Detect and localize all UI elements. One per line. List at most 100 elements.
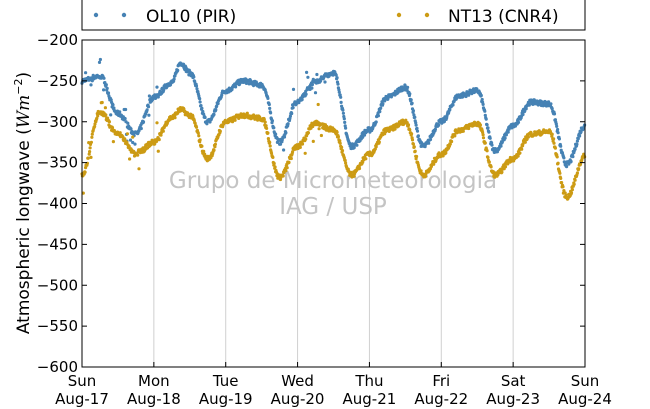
- data-point: [412, 145, 416, 149]
- data-point: [571, 155, 575, 159]
- data-point: [112, 106, 116, 110]
- data-point: [521, 112, 525, 117]
- data-point: [499, 144, 503, 148]
- data-point: [93, 125, 97, 129]
- data-point: [562, 156, 566, 160]
- data-point: [291, 87, 296, 91]
- data-point: [291, 106, 295, 110]
- data-point: [415, 129, 420, 133]
- data-point: [131, 135, 135, 139]
- data-point: [155, 85, 159, 89]
- data-point: [270, 119, 274, 123]
- data-point: [195, 87, 199, 91]
- x-tick-label-day: Sun: [571, 372, 600, 390]
- data-point: [159, 133, 163, 137]
- data-point: [559, 176, 563, 180]
- legend-box: [81, 0, 586, 31]
- data-point: [481, 102, 485, 106]
- data-point: [488, 136, 492, 140]
- data-point: [410, 101, 414, 105]
- data-point: [500, 140, 504, 144]
- data-point: [437, 123, 441, 127]
- data-point: [483, 141, 487, 145]
- data-point: [554, 122, 558, 126]
- data-point: [213, 145, 217, 149]
- data-point: [413, 115, 417, 119]
- data-point: [468, 88, 472, 92]
- data-point: [316, 102, 320, 107]
- data-point: [340, 145, 344, 149]
- data-point: [131, 140, 135, 145]
- data-point: [555, 155, 559, 159]
- data-point: [89, 140, 93, 144]
- data-point: [341, 108, 345, 112]
- data-point: [118, 110, 122, 114]
- data-point: [84, 71, 88, 75]
- data-point: [147, 113, 151, 117]
- data-point: [550, 107, 554, 111]
- data-point: [198, 100, 202, 104]
- data-point: [335, 76, 339, 80]
- data-point: [247, 82, 251, 86]
- data-point: [526, 135, 531, 139]
- data-point: [504, 133, 508, 137]
- data-point: [575, 171, 580, 175]
- data-point: [516, 120, 521, 124]
- data-point: [404, 118, 408, 122]
- data-point: [273, 165, 277, 169]
- data-point: [577, 167, 581, 171]
- data-point: [88, 150, 92, 154]
- data-point: [245, 111, 249, 115]
- data-point: [161, 129, 165, 133]
- data-point: [575, 142, 579, 146]
- data-point: [575, 139, 580, 143]
- data-point: [88, 146, 92, 150]
- data-point: [147, 94, 151, 98]
- data-point: [266, 131, 270, 135]
- x-axis: SunAug-17MonAug-18TueAug-19WedAug-20ThuA…: [55, 40, 612, 408]
- data-point: [141, 120, 146, 124]
- data-point: [579, 130, 583, 134]
- data-point: [90, 135, 94, 139]
- data-point: [304, 92, 308, 96]
- x-tick-label-day: Tue: [212, 372, 239, 390]
- data-point: [290, 111, 294, 116]
- data-point: [379, 106, 383, 110]
- data-point: [559, 144, 563, 148]
- data-point: [234, 85, 238, 89]
- data-point: [274, 132, 278, 136]
- x-tick-label-date: Aug-24: [558, 390, 612, 408]
- y-axis: −200 −250 −300 −350 −400 −450 −500 −550 −600: [37, 31, 585, 376]
- data-point: [414, 121, 418, 125]
- data-point: [212, 148, 216, 152]
- data-point: [104, 83, 108, 87]
- data-point: [408, 128, 412, 132]
- x-tick-label-date: Aug-22: [414, 390, 468, 408]
- x-tick-label-date: Aug-20: [271, 390, 325, 408]
- data-point: [352, 174, 356, 178]
- data-point: [490, 143, 494, 147]
- data-point: [139, 126, 143, 131]
- legend: OL10 (PIR) NT13 (CNR4): [81, 0, 586, 31]
- data-point: [216, 101, 220, 106]
- data-point: [374, 145, 378, 149]
- data-point: [408, 92, 412, 96]
- data-point: [191, 114, 195, 118]
- data-point: [172, 77, 176, 81]
- data-point: [200, 144, 204, 148]
- x-tick-label-day: Fri: [432, 372, 450, 390]
- data-point: [340, 149, 345, 153]
- data-point: [303, 151, 307, 155]
- data-point: [125, 132, 129, 136]
- data-point: [205, 122, 209, 126]
- data-point: [483, 109, 487, 113]
- data-point: [427, 141, 431, 145]
- data-point: [264, 124, 268, 128]
- watermark-line-1: Grupo de Micrometeorologia: [169, 168, 497, 194]
- data-point: [335, 130, 339, 134]
- data-point: [233, 118, 237, 122]
- data-point: [97, 60, 102, 64]
- data-point: [105, 86, 109, 90]
- data-point: [338, 139, 342, 143]
- data-point: [521, 142, 525, 146]
